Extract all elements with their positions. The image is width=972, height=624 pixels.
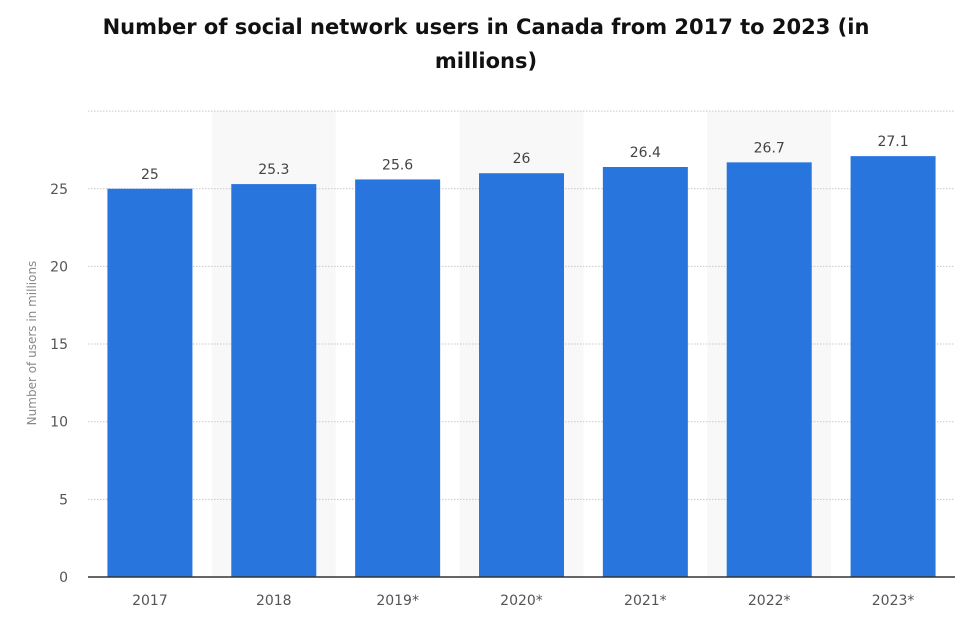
data-label: 25.3 [258, 162, 289, 178]
bar-2023*[interactable] [850, 156, 936, 577]
data-label: 26.7 [754, 140, 785, 156]
data-label: 26.4 [630, 145, 661, 161]
bar-2022*[interactable] [726, 162, 812, 577]
bar-2020*[interactable] [479, 173, 564, 577]
x-axis-ticks: 2017 2018 2019* 2020* 2021* 2022* 2023* [132, 593, 914, 609]
x-tick-label: 2017 [132, 593, 168, 609]
chart-title-text: Number of social network users in Canada… [102, 15, 870, 73]
bar-2019*[interactable] [355, 179, 441, 577]
x-tick-label: 2022* [748, 593, 791, 609]
x-tick-label: 2018 [256, 593, 292, 609]
y-tick-label: 25 [50, 182, 68, 198]
bar-2021*[interactable] [602, 167, 688, 577]
x-tick-label: 2021* [624, 593, 667, 609]
y-tick-label: 20 [50, 259, 68, 275]
y-axis-ticks: 0 5 10 15 20 25 [50, 182, 68, 586]
data-label: 26 [513, 151, 531, 167]
bar-2017[interactable] [107, 188, 193, 577]
y-axis-label: Number of users in millions [25, 261, 39, 426]
x-tick-label: 2019* [376, 593, 419, 609]
y-tick-label: 15 [50, 337, 68, 353]
bars [107, 156, 936, 577]
bar-2018[interactable] [231, 184, 317, 577]
y-tick-label: 5 [59, 492, 68, 508]
x-tick-label: 2023* [872, 593, 915, 609]
data-label: 25.6 [382, 157, 413, 173]
chart-title: Number of social network users in Canada… [0, 10, 972, 78]
data-labels: 25 25.3 25.6 26 26.4 26.7 27.1 [141, 134, 909, 183]
y-tick-label: 0 [59, 570, 68, 586]
data-label: 25 [141, 167, 159, 183]
x-tick-label: 2020* [500, 593, 543, 609]
data-label: 27.1 [877, 134, 908, 150]
y-tick-label: 10 [50, 415, 68, 431]
